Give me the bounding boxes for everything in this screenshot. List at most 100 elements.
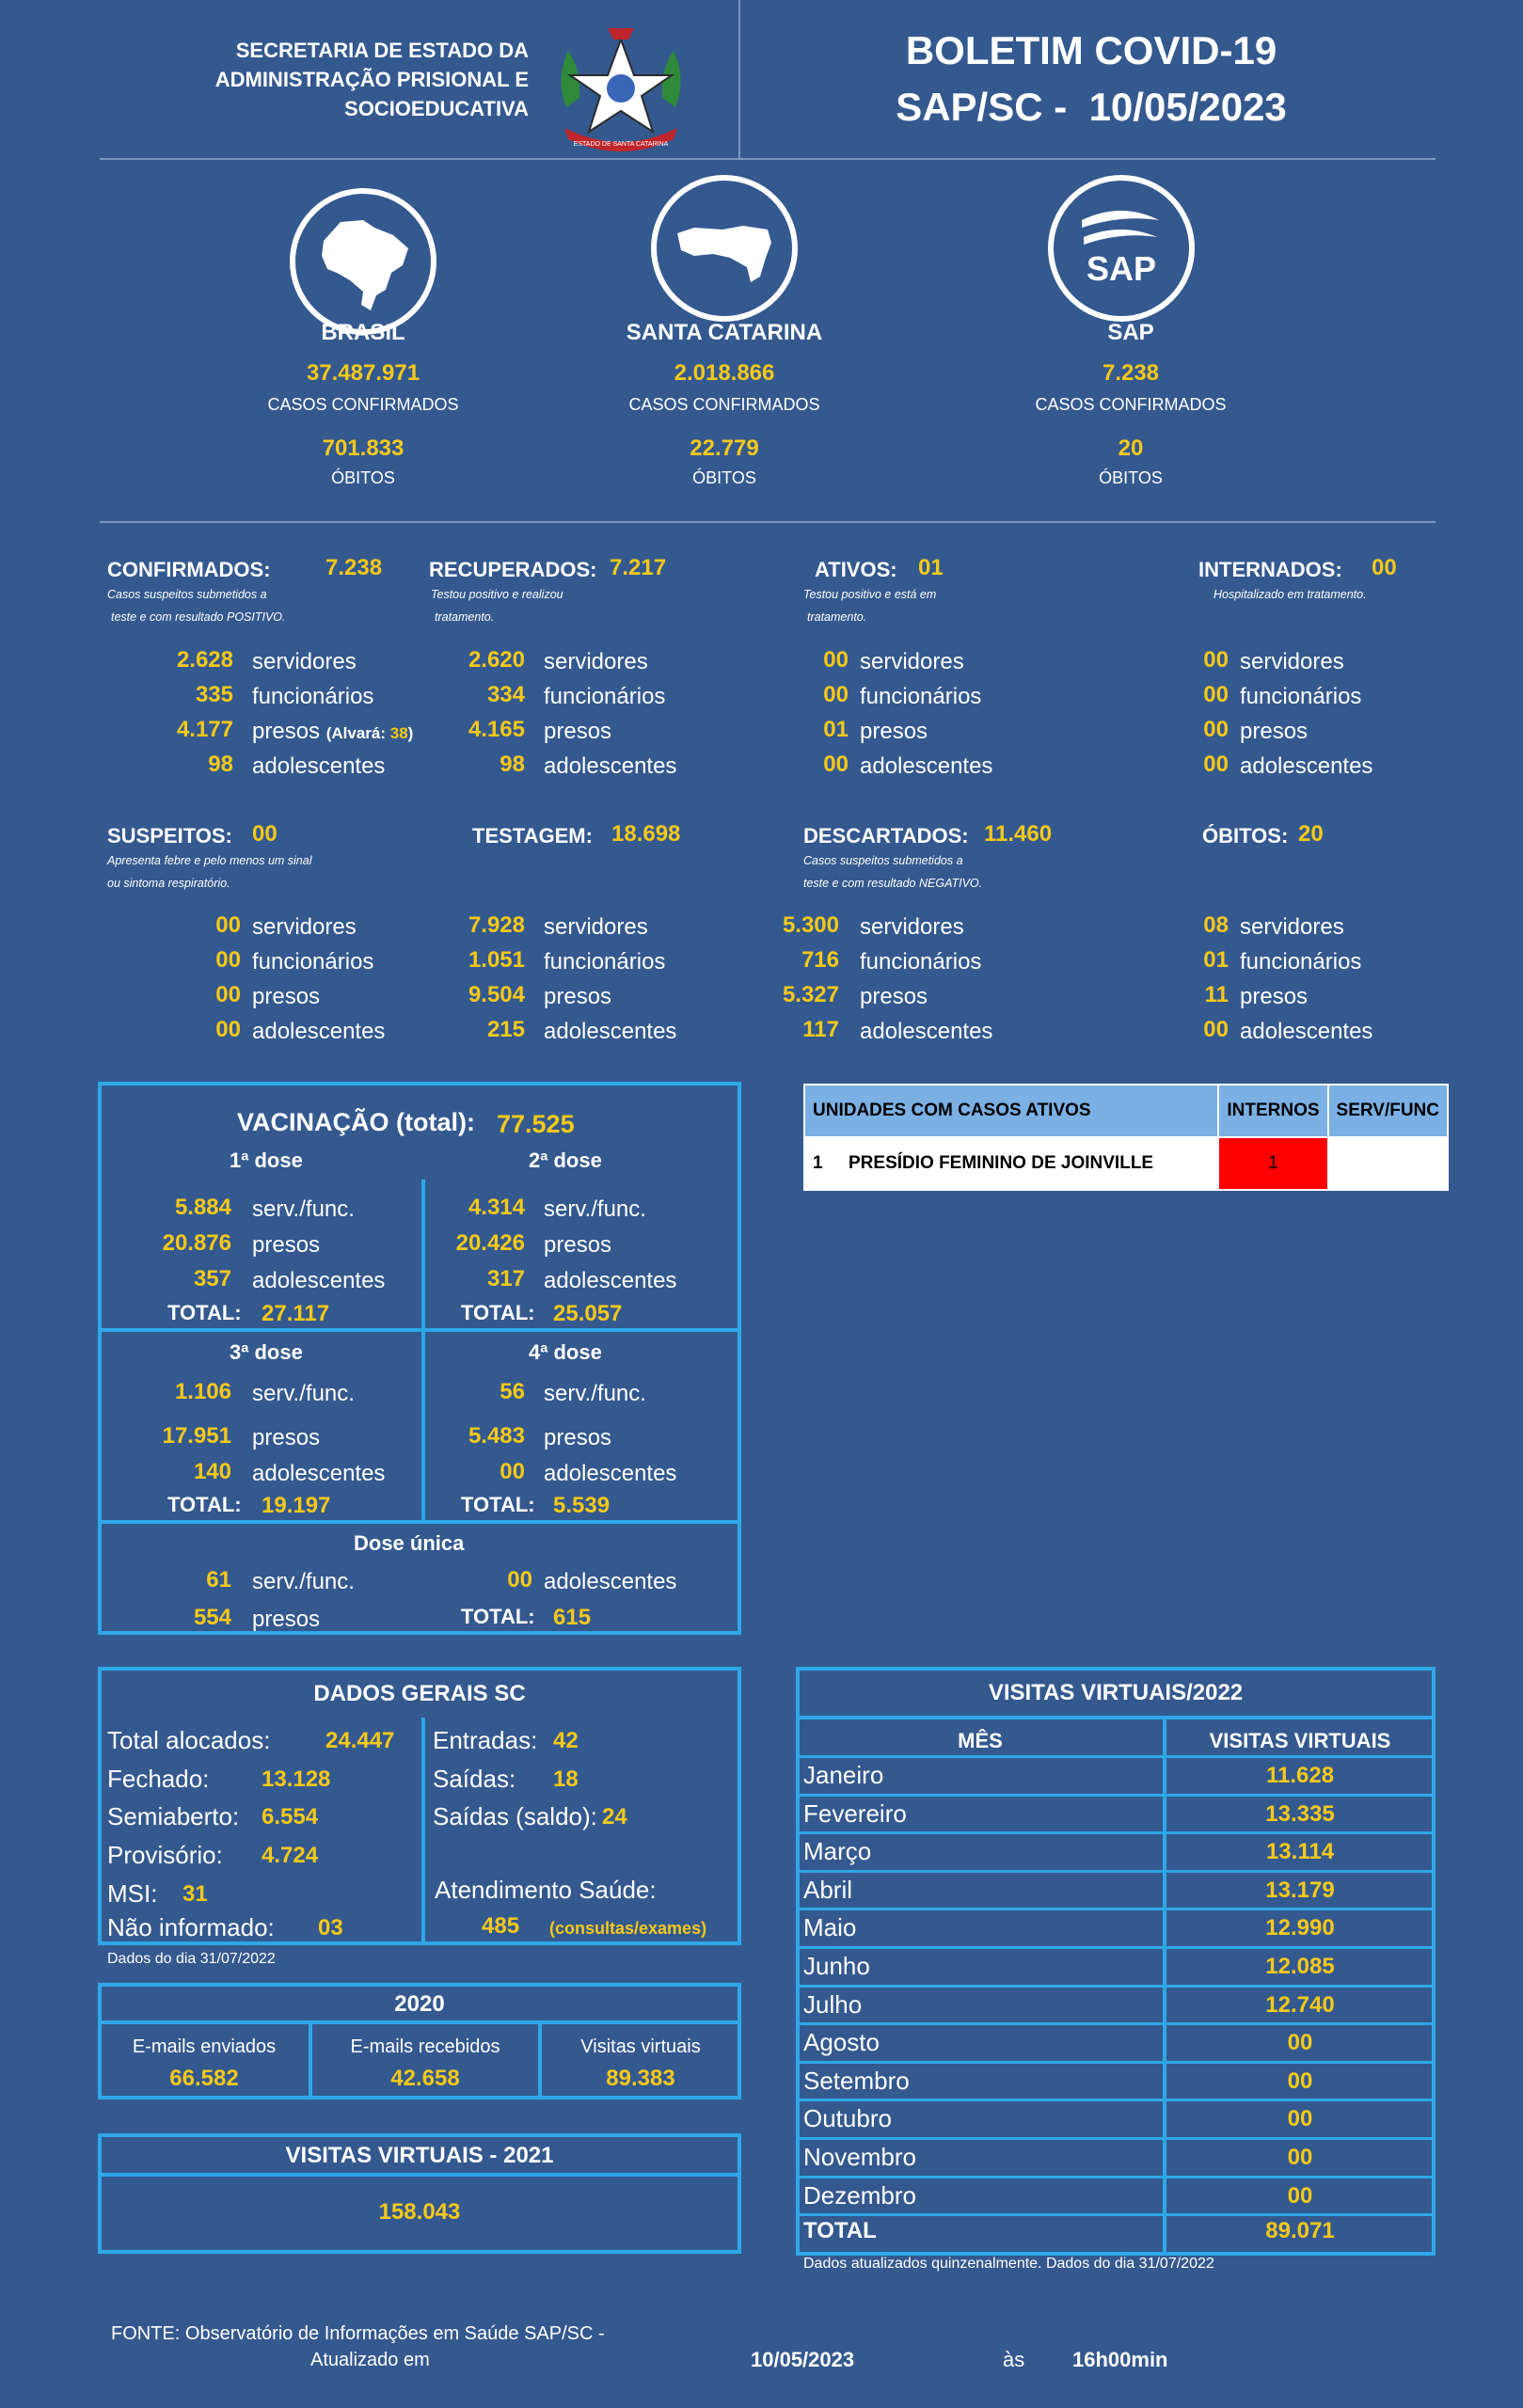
- stat-count: 00: [823, 647, 849, 673]
- region-deaths-label: ÓBITOS: [1099, 468, 1163, 487]
- dose-category: adolescentes: [252, 1268, 386, 1293]
- metric-value: 89.383: [606, 2066, 675, 2091]
- stat-label: TESTAGEM:: [472, 824, 593, 848]
- panel-title: VISITAS VIRTUAIS/2022: [988, 1680, 1244, 1705]
- dose-category: serv./func.: [252, 1381, 355, 1406]
- month-label: Outubro: [803, 2104, 892, 2132]
- month-label: Dezembro: [803, 2181, 916, 2210]
- stat-count: 00: [215, 1017, 241, 1042]
- stat-count: 00: [823, 752, 849, 777]
- grid-line: [798, 2099, 1434, 2101]
- alvara-label: (Alvará:: [325, 724, 390, 742]
- month-label: Setembro: [803, 2067, 910, 2095]
- column-header: SERV/FUNC: [1326, 1084, 1450, 1138]
- grid-line: [798, 1908, 1434, 1910]
- dose-count: 317: [486, 1266, 525, 1291]
- grid-line: [100, 2173, 739, 2177]
- stat-value: 11.460: [984, 821, 1053, 847]
- dose-category: presos: [252, 1607, 321, 1632]
- svg-text:SAP: SAP: [1087, 249, 1156, 288]
- santa-catarina-map-icon: [677, 226, 771, 282]
- stat-category: adolescentes: [1240, 1019, 1373, 1044]
- dose-total-label: TOTAL:: [461, 1301, 535, 1324]
- region-name: BRASIL: [321, 320, 405, 345]
- dose-category: presos: [544, 1232, 612, 1258]
- stat-category: presos: [252, 719, 321, 744]
- dose-count: 4.314: [468, 1195, 525, 1220]
- health-value: 485: [482, 1913, 520, 1939]
- metric-label: E-mails recebidos: [350, 2036, 500, 2057]
- grid-line: [798, 2176, 1434, 2178]
- general-data-panel: [98, 1667, 741, 1945]
- stat-category: servidores: [544, 649, 648, 674]
- general-label: MSI:: [107, 1879, 158, 1908]
- panel-title: 2020: [394, 1991, 445, 2017]
- grid-line: [100, 2020, 739, 2024]
- panel-title: VISITAS VIRTUAIS - 2021: [285, 2143, 554, 2168]
- general-value: 03: [318, 1915, 343, 1941]
- stat-count: 5.327: [782, 982, 839, 1007]
- stat-category: servidores: [860, 649, 964, 674]
- stat-category: adolescentes: [252, 1019, 386, 1044]
- brazil-circle: [290, 188, 436, 335]
- month-label: Julho: [803, 1990, 863, 2019]
- stat-category: funcionários: [1240, 684, 1362, 709]
- dose-count: 140: [193, 1459, 231, 1484]
- region-deaths: 20: [1118, 436, 1144, 461]
- metric-label: Visitas virtuais: [580, 2036, 701, 2057]
- total-label: TOTAL: [803, 2218, 877, 2243]
- general-value: 4.724: [262, 1843, 319, 1868]
- general-value: 6.554: [262, 1804, 319, 1830]
- footer-time: 16h00min: [1072, 2348, 1168, 2371]
- dose-count: 20.426: [455, 1230, 525, 1256]
- grid-line: [421, 1180, 425, 1520]
- stat-value: 7.217: [610, 555, 667, 580]
- row-number: 1: [803, 1136, 841, 1191]
- dose-category: serv./func.: [544, 1381, 646, 1406]
- health-note: (consultas/exames): [549, 1919, 707, 1938]
- stat-note: tratamento.: [435, 610, 495, 624]
- dose-total-label: TOTAL:: [167, 1493, 242, 1516]
- stat-category: presos: [1240, 984, 1309, 1009]
- general-label: Provisório:: [107, 1841, 223, 1869]
- org-line: SECRETARIA DE ESTADO DA: [235, 39, 529, 62]
- footnote: Dados do dia 31/07/2022: [107, 1951, 276, 1967]
- stat-category: adolescentes: [544, 1019, 677, 1044]
- stat-category: servidores: [252, 914, 357, 940]
- stat-count: 00: [1203, 717, 1229, 742]
- dose-title: 2ª dose: [529, 1149, 602, 1172]
- general-label: Saídas:: [433, 1765, 516, 1793]
- stat-category: funcionários: [1240, 949, 1362, 974]
- stat-count: 9.504: [468, 982, 525, 1007]
- general-label: Semiaberto:: [107, 1802, 240, 1830]
- stat-label: ÓBITOS:: [1202, 824, 1289, 848]
- dose-total: 5.539: [553, 1493, 611, 1518]
- region-name: SANTA CATARINA: [626, 320, 823, 345]
- state-seal-icon: ESTADO DE SANTA CATARINA: [561, 28, 681, 151]
- stat-count: 00: [1203, 647, 1229, 673]
- grid-line: [798, 2061, 1434, 2064]
- region-cases-label: CASOS CONFIRMADOS: [1035, 395, 1227, 414]
- stat-count: 4.177: [176, 717, 233, 742]
- metric-value: 158.043: [378, 2199, 461, 2225]
- stat-count: 5.300: [782, 912, 839, 938]
- grid-line: [538, 2022, 542, 2098]
- stat-category: servidores: [544, 914, 648, 940]
- month-visits: 13.335: [1265, 1801, 1335, 1827]
- sc-circle: [651, 175, 798, 322]
- stat-count: 01: [1203, 947, 1229, 973]
- month-visits: 00: [1287, 2106, 1313, 2131]
- dose-category: serv./func.: [252, 1196, 355, 1222]
- stat-count: 1.051: [468, 947, 525, 973]
- region-cases: 7.238: [1102, 360, 1160, 386]
- month-label: Agosto: [803, 2028, 880, 2056]
- stat-category: adolescentes: [1240, 753, 1373, 779]
- dose-category: presos: [252, 1425, 321, 1450]
- stat-count: 2.620: [468, 647, 525, 673]
- stat-count: 00: [823, 682, 849, 707]
- month-visits: 00: [1287, 2030, 1313, 2055]
- dose-total-label: TOTAL:: [167, 1301, 242, 1324]
- grid-line: [421, 1718, 425, 1943]
- region-deaths-label: ÓBITOS: [331, 468, 395, 487]
- dose-count: 00: [507, 1567, 532, 1592]
